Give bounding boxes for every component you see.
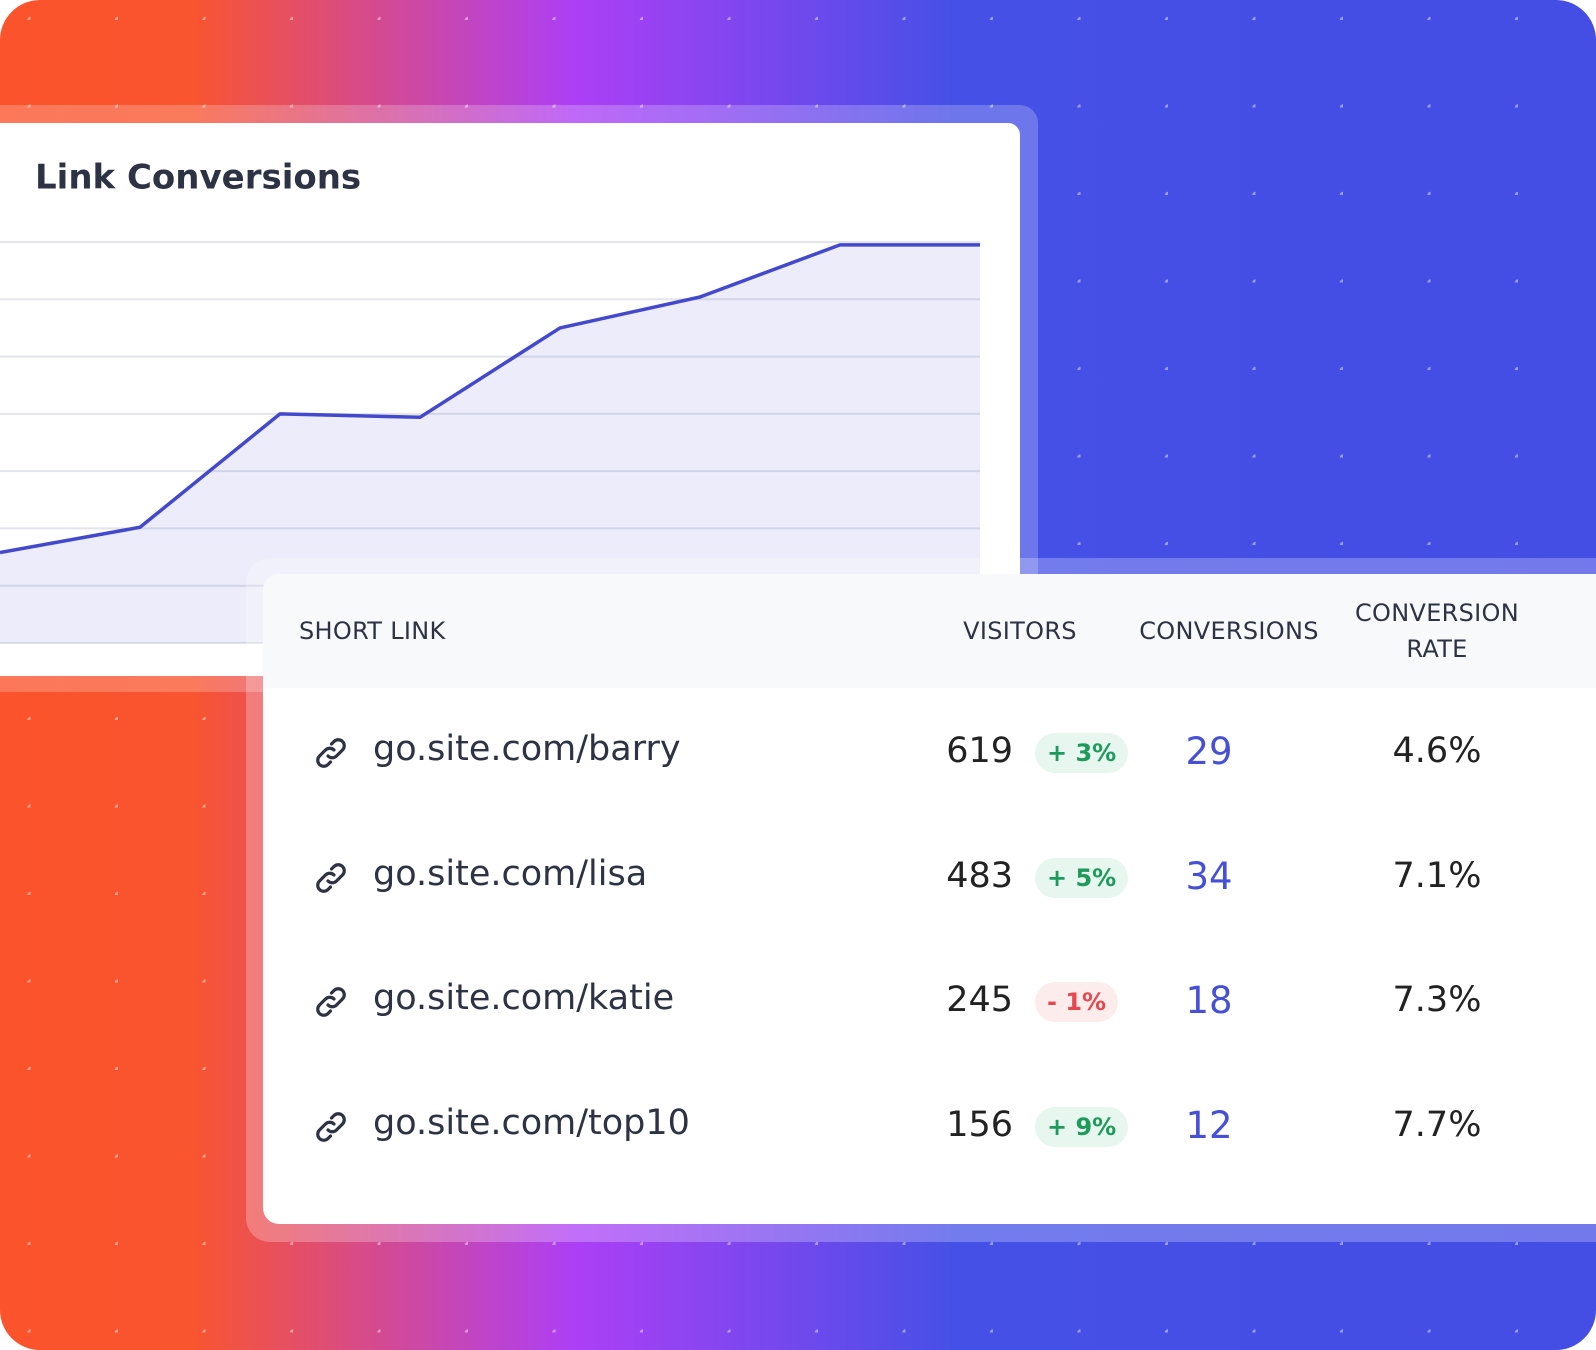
conversions: 18 (1185, 979, 1233, 1022)
change-badge: - 1% (1035, 982, 1119, 1022)
conversion-rate: 7.7% (1392, 1104, 1482, 1145)
table: SHORT LINK VISITORS CONVERSIONS CONVERSION … (263, 574, 1596, 1224)
conversions: 12 (1185, 1103, 1233, 1147)
conversion-rate: 7.1% (1392, 855, 1482, 896)
column-header: CONVERSION RATE (1354, 599, 1519, 663)
chart-title: Link Conversions (35, 158, 361, 198)
visitors: 483 (946, 855, 1013, 896)
conversion-rate: 4.6% (1392, 731, 1482, 771)
short-link: go.site.com/top10 (373, 1102, 690, 1143)
column-header: SHORT LINK (299, 617, 446, 645)
short-link: go.site.com/lisa (373, 853, 648, 894)
visitors: 245 (946, 980, 1013, 1020)
link-icon (316, 738, 346, 768)
conversions: 34 (1185, 854, 1233, 898)
visitors: 619 (946, 731, 1013, 771)
line (0, 243, 980, 555)
change-badge: + 3% (1035, 733, 1129, 773)
link-icon (316, 862, 346, 893)
change-badge: + 5% (1035, 857, 1129, 898)
visitors: 156 (946, 1104, 1013, 1145)
area (0, 244, 980, 643)
short-link: go.site.com/katie (373, 978, 675, 1018)
conversions: 29 (1185, 730, 1233, 773)
link-icon (316, 1111, 346, 1142)
short-link: go.site.com/barry (373, 729, 681, 769)
column-header: VISITORS (963, 617, 1077, 645)
link-icon (316, 987, 346, 1017)
chart-card (0, 123, 1020, 676)
conversion-rate: 7.3% (1392, 980, 1482, 1020)
change-badge: + 9% (1035, 1106, 1129, 1147)
table-header (263, 574, 1596, 688)
column-header: CONVERSIONS (1139, 617, 1319, 645)
